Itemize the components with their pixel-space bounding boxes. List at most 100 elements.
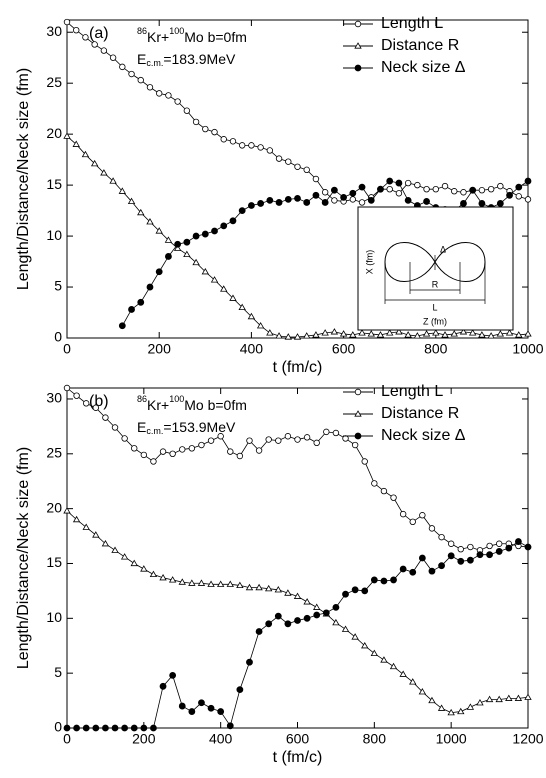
- marker: [159, 682, 167, 690]
- series: [63, 384, 532, 554]
- marker: [146, 84, 154, 91]
- marker: [294, 436, 301, 443]
- marker: [220, 285, 228, 292]
- marker: [207, 580, 215, 587]
- marker: [380, 656, 388, 663]
- marker: [487, 185, 495, 193]
- marker: [495, 540, 503, 547]
- marker: [447, 552, 455, 560]
- marker: [165, 253, 172, 260]
- marker: [413, 332, 422, 339]
- marker: [155, 90, 163, 97]
- superscript: 86: [137, 394, 147, 404]
- y-tick-label: 5: [54, 278, 62, 294]
- x-tick-label: 0: [63, 731, 71, 747]
- legend-marker: [354, 64, 362, 72]
- marker: [478, 187, 486, 194]
- inset-l-label: L: [432, 302, 437, 312]
- marker: [284, 620, 292, 628]
- y-tick-label: 30: [46, 390, 62, 406]
- marker: [404, 179, 412, 187]
- marker: [130, 724, 138, 732]
- marker: [146, 283, 154, 291]
- marker: [515, 331, 523, 338]
- marker: [188, 579, 196, 586]
- marker: [303, 614, 311, 622]
- marker: [92, 404, 100, 411]
- marker: [183, 238, 191, 246]
- x-axis-label: t (fm/c): [273, 359, 323, 376]
- marker: [284, 433, 292, 440]
- x-tick-label: 200: [148, 341, 172, 357]
- marker: [165, 92, 172, 99]
- reaction-text: Kr+: [147, 29, 169, 45]
- panel-label: (a): [89, 25, 109, 42]
- marker: [460, 200, 467, 207]
- marker: [173, 244, 182, 251]
- marker: [370, 576, 378, 584]
- marker: [409, 568, 417, 576]
- y-tick-label: 25: [46, 445, 62, 461]
- marker: [128, 306, 135, 313]
- marker: [476, 551, 484, 559]
- subscript: c.m.: [146, 426, 163, 436]
- marker: [275, 332, 283, 339]
- marker: [100, 169, 108, 176]
- marker: [524, 330, 532, 337]
- marker: [349, 196, 357, 203]
- marker: [257, 200, 265, 207]
- marker: [111, 724, 119, 732]
- marker: [63, 18, 71, 26]
- marker: [303, 434, 311, 441]
- marker: [188, 708, 196, 715]
- marker: [313, 439, 320, 447]
- marker: [255, 583, 263, 591]
- marker: [322, 609, 330, 617]
- marker: [459, 328, 468, 335]
- marker: [265, 436, 272, 443]
- marker: [404, 331, 412, 338]
- marker: [312, 191, 320, 199]
- energy-label: Ec.m.=183.9MeV: [137, 51, 236, 69]
- marker: [428, 567, 436, 575]
- marker: [102, 724, 109, 732]
- marker: [109, 54, 117, 61]
- marker: [265, 620, 273, 628]
- marker: [198, 441, 205, 449]
- marker: [514, 694, 523, 701]
- marker: [478, 200, 486, 207]
- marker: [358, 199, 366, 206]
- marker: [437, 704, 446, 711]
- marker: [137, 208, 145, 216]
- marker: [183, 250, 191, 258]
- inset-y-label: X (fm): [364, 250, 374, 275]
- legend-label: Neck size Δ: [381, 59, 466, 76]
- marker: [159, 448, 167, 455]
- marker: [293, 333, 302, 340]
- y-axis-label: Length/Distance/Neck size (fm): [15, 447, 32, 669]
- marker: [197, 579, 206, 586]
- marker: [119, 63, 126, 71]
- marker: [467, 543, 474, 551]
- marker: [438, 533, 445, 541]
- reaction-text: Kr+: [147, 397, 169, 413]
- inset-x-label: Z (fm): [423, 316, 447, 326]
- marker: [247, 202, 255, 209]
- marker: [284, 195, 292, 203]
- marker: [358, 329, 366, 336]
- marker: [130, 559, 138, 567]
- marker: [140, 565, 148, 572]
- y-axis-label: Length/Distance/Neck size (fm): [15, 68, 32, 290]
- marker: [514, 538, 522, 545]
- series-line: [67, 541, 529, 729]
- marker: [370, 649, 379, 657]
- marker: [72, 140, 80, 147]
- marker: [238, 142, 246, 149]
- marker: [229, 294, 237, 301]
- marker: [386, 177, 394, 185]
- series: [63, 507, 532, 716]
- x-tick-label: 600: [286, 731, 310, 747]
- marker: [303, 332, 311, 339]
- y-tick-label: 0: [54, 719, 62, 735]
- legend-marker: [354, 42, 362, 49]
